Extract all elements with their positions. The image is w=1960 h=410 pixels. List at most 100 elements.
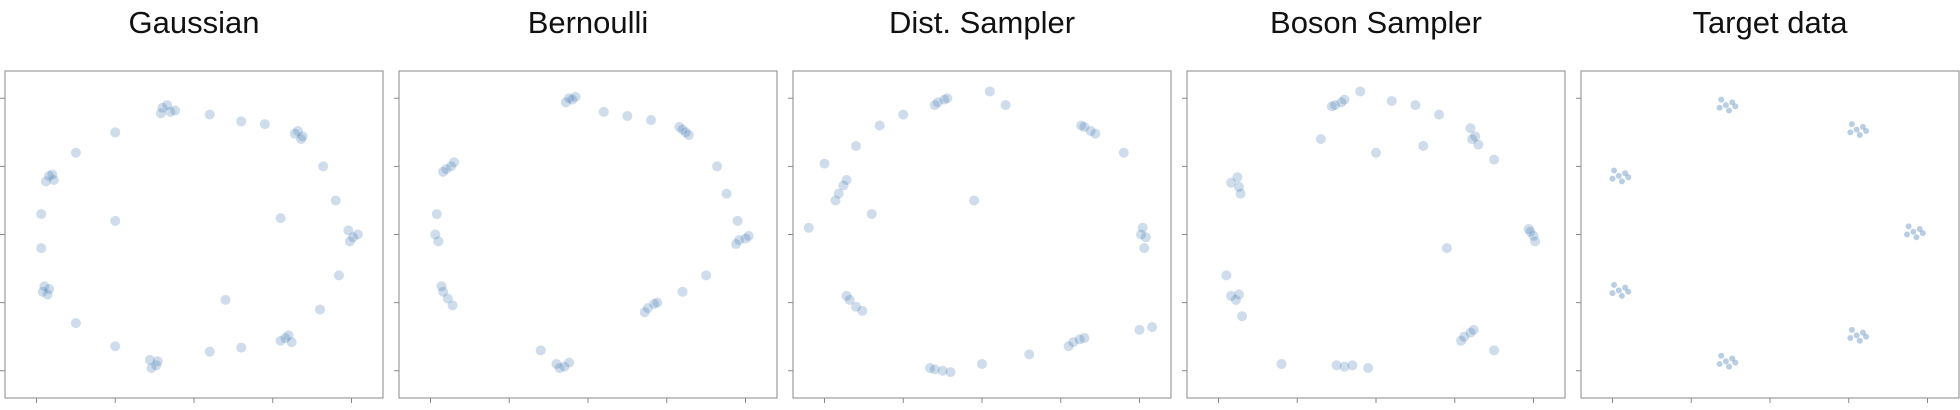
point [1140, 232, 1151, 243]
point [851, 301, 861, 312]
point [236, 116, 247, 127]
point [1230, 294, 1241, 305]
point [48, 175, 59, 185]
point [1718, 96, 1725, 103]
point [1489, 154, 1500, 165]
point [1905, 223, 1912, 230]
point [286, 337, 297, 348]
point [1853, 332, 1860, 339]
point [204, 109, 215, 120]
point [677, 124, 688, 135]
point [554, 363, 565, 374]
point [1528, 230, 1539, 241]
point [1489, 345, 1500, 356]
point [866, 209, 877, 220]
point [1063, 341, 1074, 352]
point [731, 239, 742, 250]
point [570, 91, 581, 102]
point [1470, 131, 1481, 142]
point [1226, 290, 1237, 301]
point [155, 108, 166, 119]
point [1856, 132, 1863, 139]
point [1456, 335, 1467, 346]
panel-title: Target data [1692, 5, 1848, 40]
point [874, 120, 885, 131]
point [438, 166, 449, 177]
point [598, 106, 609, 117]
point [70, 147, 81, 158]
point [1729, 99, 1736, 106]
point [1904, 231, 1911, 238]
point [803, 222, 814, 233]
point [343, 225, 354, 236]
point [945, 367, 956, 378]
point [110, 127, 121, 138]
point [1134, 324, 1145, 335]
point [857, 305, 868, 316]
point [1916, 226, 1923, 233]
point [683, 130, 694, 141]
point [1523, 224, 1534, 235]
point [344, 236, 355, 247]
point [436, 281, 447, 292]
point [1465, 123, 1476, 134]
point [1434, 109, 1444, 120]
point [674, 121, 685, 132]
axes-frame [398, 70, 778, 399]
point [1076, 120, 1087, 131]
point [259, 119, 270, 130]
point [1722, 358, 1729, 365]
point [1618, 292, 1625, 299]
point [1136, 229, 1147, 240]
point [442, 293, 453, 304]
point [1386, 95, 1397, 106]
point [932, 97, 943, 108]
point [1611, 167, 1618, 174]
point [1418, 140, 1429, 151]
point [146, 363, 157, 374]
point [144, 354, 155, 365]
point [1847, 335, 1854, 342]
point [567, 94, 578, 105]
point [1611, 281, 1618, 288]
point [433, 236, 444, 247]
panel: Target data [1576, 5, 1960, 403]
point [1336, 97, 1347, 108]
point [1465, 327, 1476, 338]
point [1233, 181, 1244, 192]
point [165, 106, 176, 117]
point [939, 94, 950, 105]
point [37, 286, 48, 297]
point [1330, 100, 1341, 111]
point [652, 297, 663, 308]
point [1315, 134, 1326, 145]
point [157, 102, 168, 113]
panel: Boson Sampler [1182, 5, 1566, 403]
point [1622, 170, 1629, 177]
point [445, 161, 456, 172]
point [1848, 326, 1855, 333]
point [152, 356, 163, 367]
point [1622, 284, 1629, 291]
axes-frame [792, 70, 1172, 399]
point [1847, 129, 1854, 136]
point [841, 175, 852, 185]
point [1615, 172, 1622, 179]
point [1000, 100, 1011, 111]
point [1856, 337, 1863, 344]
panel: Dist. Sampler [788, 5, 1172, 403]
point [1473, 139, 1484, 150]
point [289, 128, 300, 139]
point [732, 215, 743, 226]
point [1276, 358, 1287, 369]
point [1232, 172, 1243, 183]
point [1615, 287, 1622, 294]
point [564, 357, 575, 368]
point [977, 358, 987, 369]
point [898, 109, 909, 120]
point [677, 286, 688, 297]
point [969, 195, 980, 206]
point [430, 229, 441, 240]
point [1237, 311, 1248, 322]
